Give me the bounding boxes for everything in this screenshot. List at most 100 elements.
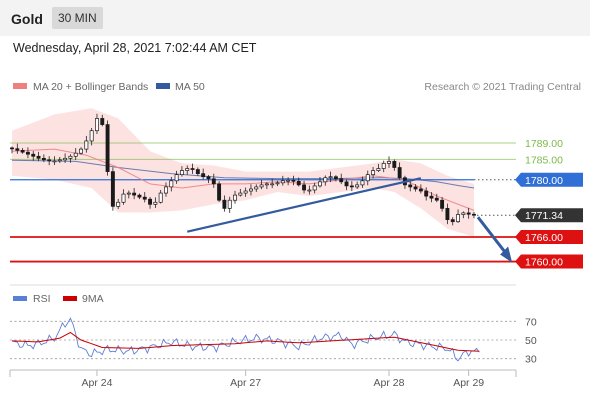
candle-body [105,124,110,172]
candle-body [164,186,168,194]
ma50-legend-swatch [156,83,170,89]
level-label-1760.00: 1760.00 [525,257,563,269]
candle-body [79,148,83,154]
candle-body [312,185,317,191]
candle-body [238,192,243,196]
candle-body [142,196,147,200]
ma9-legend-label: 9MA [82,293,104,305]
level-label-1785.00: 1785.00 [525,154,563,166]
level-labels: 1789.00 1785.00 1780.00 1771.34 1766.00 1760.… [515,138,583,269]
ma50-line [11,159,475,189]
candle-body [349,185,354,188]
candle-body [84,140,89,150]
candle-body [302,184,307,191]
candle-body [158,192,163,203]
candle-body [387,161,391,164]
candle-body [333,176,338,180]
candle-body [233,194,237,201]
candle-body [424,190,429,197]
candle-body [211,178,216,185]
candle-body [41,157,46,161]
candle-body [217,183,222,201]
candle-body [365,174,370,182]
candle-body [222,199,227,209]
candle-body [63,157,68,161]
level-label-box-1760.00 [515,254,583,269]
candle-body [323,177,328,183]
level-label-box-1771.34 [515,208,583,223]
candle-body [47,159,52,162]
forecast-arrow [476,216,513,263]
candle-body [206,176,211,180]
candle-body [429,195,434,199]
candle-body [89,130,94,142]
x-tick-label: Apr 24 [81,377,112,389]
candle-body [121,193,126,203]
candle-body [466,212,471,215]
x-axis-ticks: Apr 24 Apr 27 Apr 28 Apr 29 [81,370,484,389]
instrument-title: Gold [11,11,43,27]
rsi-series-9MA [11,331,480,352]
candle-body [57,159,62,162]
candle-body [381,163,386,169]
candle-body [440,199,445,209]
candle-body [291,179,296,182]
candle-body [110,171,115,207]
candle-body [318,181,322,187]
candle-body [174,174,179,182]
report-datetime: Wednesday, April 28, 2021 7:02:44 AM CET [13,41,257,55]
candle-body [137,194,142,198]
candle-body [270,183,275,186]
candle-body [472,213,476,216]
candle-body [31,153,36,157]
candle-body [307,189,312,192]
candlestick-series [10,113,476,226]
candle-body [355,184,360,188]
candle-body [153,201,158,205]
x-tick-label: Apr 27 [230,377,261,389]
level-lines [10,142,516,263]
level-label-box-1780.00 [515,172,583,187]
candle-body [413,186,418,190]
level-label-box-1766.00 [515,230,583,245]
candle-body [52,160,57,163]
candle-body [95,118,99,132]
candle-body [461,212,466,215]
candle-body [126,192,131,195]
ma50-legend-label: MA 50 [175,81,205,93]
support-trendline [186,177,422,233]
candle-body [68,155,73,159]
forecast-arrow-head [500,246,513,263]
timeframe-badge[interactable]: 30 MIN [52,7,103,29]
bollinger-band-fill [12,108,474,237]
rsi-tick-label-70: 70 [525,316,537,328]
candle-body [201,173,206,178]
candle-body [328,176,333,179]
candle-body [280,180,285,184]
candle-body [296,180,301,186]
candle-body [392,161,397,168]
ma50-series [11,159,475,189]
candle-body [456,214,460,223]
candle-body [264,183,269,186]
candle-body [445,208,450,220]
candle-body [20,149,25,153]
rsi-legend-label: RSI [33,293,51,305]
candle-body [434,197,439,201]
candle-body [371,170,376,176]
rsi-legend-swatch [13,296,27,301]
candle-body [25,151,30,155]
rsi-gridlines: 70 50 30 [10,316,537,366]
candle-body [450,219,455,223]
candle-body [397,167,402,179]
ma20-legend-swatch [13,83,27,89]
level-label-1780.00: 1780.00 [525,175,563,187]
rsi-series-RSI [11,317,480,362]
candle-body [360,180,365,186]
candle-body [254,186,259,190]
level-label-1771.34: 1771.34 [525,210,563,222]
candle-body [408,184,413,188]
candle-body [179,170,184,176]
candle-body [132,192,137,196]
